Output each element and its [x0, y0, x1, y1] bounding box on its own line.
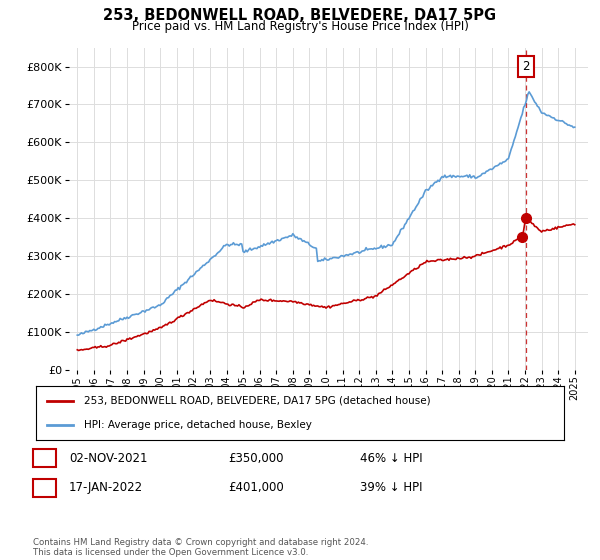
Text: 02-NOV-2021: 02-NOV-2021: [69, 451, 148, 465]
Text: £350,000: £350,000: [228, 451, 284, 465]
Text: 2: 2: [41, 481, 48, 494]
Text: Contains HM Land Registry data © Crown copyright and database right 2024.
This d: Contains HM Land Registry data © Crown c…: [33, 538, 368, 557]
Text: 253, BEDONWELL ROAD, BELVEDERE, DA17 5PG (detached house): 253, BEDONWELL ROAD, BELVEDERE, DA17 5PG…: [83, 396, 430, 406]
Text: 1: 1: [41, 451, 48, 465]
Text: 2: 2: [522, 60, 530, 73]
Text: Price paid vs. HM Land Registry's House Price Index (HPI): Price paid vs. HM Land Registry's House …: [131, 20, 469, 32]
Text: HPI: Average price, detached house, Bexley: HPI: Average price, detached house, Bexl…: [83, 420, 311, 430]
Text: £401,000: £401,000: [228, 481, 284, 494]
Text: 17-JAN-2022: 17-JAN-2022: [69, 481, 143, 494]
Text: 39% ↓ HPI: 39% ↓ HPI: [360, 481, 422, 494]
Text: 46% ↓ HPI: 46% ↓ HPI: [360, 451, 422, 465]
Text: 253, BEDONWELL ROAD, BELVEDERE, DA17 5PG: 253, BEDONWELL ROAD, BELVEDERE, DA17 5PG: [103, 8, 497, 24]
